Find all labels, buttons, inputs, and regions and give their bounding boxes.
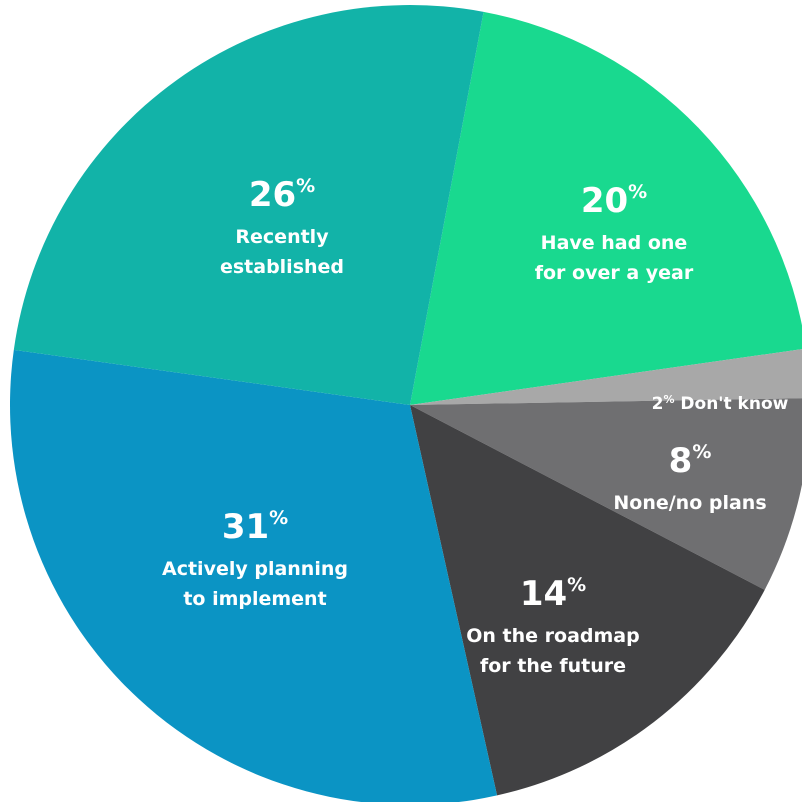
slice-value: 14%	[520, 574, 586, 614]
pie-slice	[410, 398, 802, 590]
pie-slice	[410, 11, 802, 405]
slice-label: for over a year	[535, 262, 694, 284]
slice-label: Have had one	[541, 232, 688, 254]
slice-label: for the future	[480, 655, 626, 677]
slice-value: 26%	[249, 175, 315, 215]
slice-label: established	[220, 256, 344, 278]
slice-label: 2% Don't know	[652, 393, 789, 414]
pie-slices	[10, 5, 802, 802]
slice-label: On the roadmap	[466, 625, 639, 647]
slice-label: Recently	[235, 226, 329, 248]
slice-label: to implement	[183, 588, 326, 610]
slice-label: None/no plans	[613, 492, 766, 514]
pie-slice	[13, 5, 484, 406]
pie-slice	[410, 349, 802, 405]
pie-labels: 20% Have had one for over a year 2% Don't k…	[162, 175, 789, 677]
slice-value: 20%	[581, 181, 647, 221]
pie-slice	[10, 349, 498, 802]
slice-value: 8%	[669, 441, 712, 481]
pie-slice	[410, 405, 765, 796]
slice-label: Actively planning	[162, 558, 348, 580]
slice-value: 31%	[222, 507, 288, 547]
